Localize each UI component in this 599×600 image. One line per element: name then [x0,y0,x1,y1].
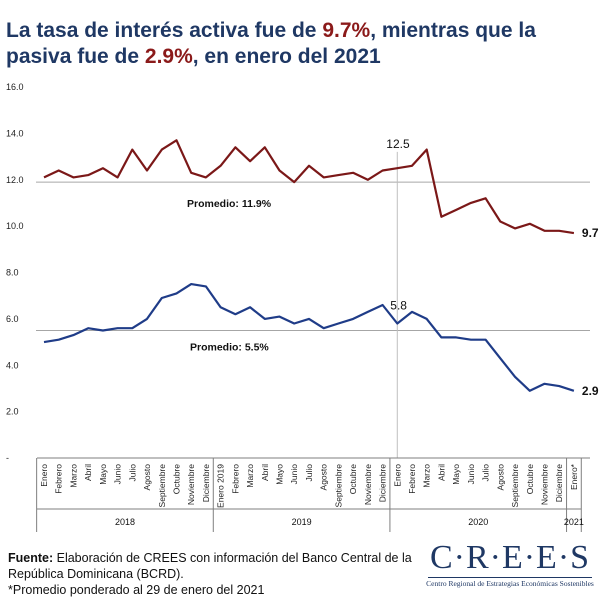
active-jan-2020-label: 12.5 [386,137,410,151]
title-active-value: 9.7% [322,19,371,42]
title-part-2: , mientras que la pasiva fue de [6,19,536,68]
y-tick-label: 4.0 [6,360,19,370]
series-line-1 [43,283,575,392]
logo-name: C·R·E·E·S [429,539,591,576]
x-tick-label: Mayo [451,464,461,485]
x-tick-label: Enero* [569,463,579,490]
x-tick-label: Enero 2019 [216,464,226,508]
x-tick-label: Marzo [68,464,78,488]
x-tick-label: Octubre [348,464,358,495]
y-tick-label: 8.0 [6,268,19,278]
x-group-label: 2019 [292,517,312,527]
x-tick-label: Enero [39,464,49,487]
x-tick-label: Febrero [407,464,417,494]
interest-rate-chart: - 2.0 4.0 6.0 8.0 10.0 12.0 14.0 16.0 Promedio: 1… [6,82,599,532]
x-tick-label: Enero [392,464,402,487]
source-text: Elaboración de CREES con información del… [8,551,412,581]
title-part-1: La tasa de interés activa fue de [6,19,323,42]
x-tick-label: Noviembre [539,464,549,505]
logo-divider [428,577,592,578]
x-tick-label: Abril [436,464,446,481]
logo-subtitle: Centro Regional de Estrategias Económica… [426,579,594,588]
y-tick-label: - [6,453,9,463]
passive-jan-2020-label: 5.8 [390,299,407,313]
x-tick-label: Mayo [98,464,108,485]
x-tick-label: Marzo [245,464,255,488]
x-tick-label: Agosto [495,464,505,491]
passive-last-label: 2.9 [582,384,599,398]
y-tick-label: 6.0 [6,314,19,324]
x-tick-label: Febrero [230,464,240,494]
footnote: *Promedio ponderado al 29 de enero del 2… [8,583,265,597]
chart-title: La tasa de interés activa fue de 9.7%, m… [6,18,596,70]
x-tick-label: Junio [466,464,476,485]
x-tick-label: Septiembre [510,464,520,508]
x-tick-label: Abril [260,464,270,481]
x-tick-label: Septiembre [157,464,167,508]
x-tick-label: Marzo [422,464,432,488]
x-tick-label: Febrero [54,464,64,494]
x-tick-label: Agosto [142,464,152,491]
title-part-3: , en enero del 2021 [192,45,381,68]
x-tick-label: Octubre [171,464,181,495]
x-tick-label: Julio [127,464,137,482]
x-tick-label: Diciembre [201,464,211,503]
series-line-0 [43,139,575,235]
active-last-label: 9.7 [582,226,599,240]
x-tick-label: Noviembre [363,464,373,505]
x-tick-label: Septiembre [333,464,343,508]
x-tick-label: Diciembre [378,464,388,503]
y-tick-label: 10.0 [6,221,24,231]
x-group-label: 2021 [564,517,584,527]
x-tick-label: Mayo [275,464,285,485]
y-tick-label: 12.0 [6,175,24,185]
x-tick-label: Junio [113,464,123,485]
active-average-label: Promedio: 11.9% [187,198,272,210]
x-tick-label: Junio [289,464,299,485]
x-tick-label: Diciembre [554,464,564,503]
source-note: Fuente: Elaboración de CREES con informa… [8,550,418,582]
x-tick-label: Agosto [319,464,329,491]
x-tick-label: Abril [83,464,93,481]
x-tick-label: Octubre [525,464,535,495]
x-group-label: 2018 [115,517,135,527]
x-tick-label: Julio [481,464,491,482]
crees-logo: C·R·E·E·S Centro Regional de Estrategias… [424,540,596,598]
source-label: Fuente: [8,551,54,565]
y-tick-label: 16.0 [6,82,24,92]
x-tick-label: Julio [304,464,314,482]
x-tick-label: Noviembre [186,464,196,505]
passive-average-label: Promedio: 5.5% [190,342,269,354]
y-tick-label: 14.0 [6,128,24,138]
title-passive-value: 2.9% [144,45,193,68]
x-group-label: 2020 [468,517,488,527]
y-tick-label: 2.0 [6,407,19,417]
